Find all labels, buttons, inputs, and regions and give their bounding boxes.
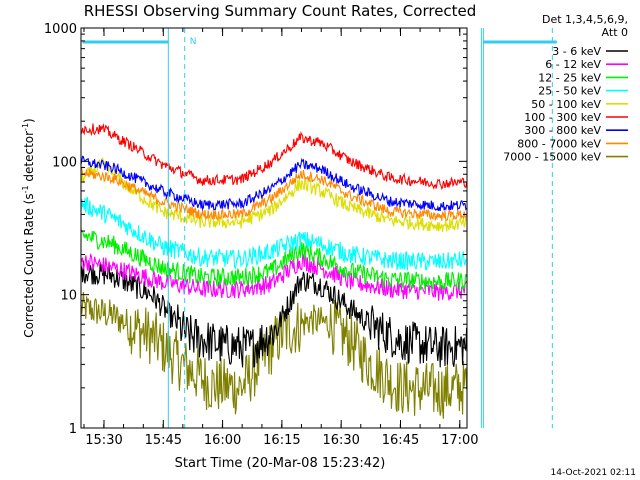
legend-label-8: 800 - 7000 keV (517, 137, 601, 150)
x-axis: 15:30 15:45 16:00 16:15 16:30 16:45 17:00 (83, 28, 479, 448)
plot-frame (80, 27, 468, 429)
chart-title: RHESSI Observing Summary Count Rates, Co… (84, 2, 477, 20)
y-axis-label-part-2: detector (22, 131, 36, 186)
x-tick-label-6: 16:45 (382, 433, 419, 448)
x-axis-label: Start Time (20-Mar-08 15:23:42) (175, 456, 386, 471)
x-tick-label-3: 16:00 (204, 433, 241, 448)
legend-label-3: 12 - 25 keV (538, 71, 601, 84)
legend-label-6: 100 - 300 keV (524, 111, 601, 124)
x-tick-label-2: 15:45 (145, 433, 182, 448)
series-line-6 (81, 122, 467, 191)
series-line-8 (81, 167, 467, 221)
plot-area: N (81, 28, 557, 428)
series-line-4 (81, 196, 467, 271)
y-tick-label-4: 1000 (44, 22, 77, 37)
y-axis-label-part-1: Corrected Count Rate (s (22, 193, 36, 337)
x-tick-label-5: 16:30 (322, 433, 359, 448)
y-axis-label-sup-2: -1 (21, 123, 30, 131)
series-line-9 (81, 291, 467, 419)
y-tick-label-1: 1 (69, 422, 77, 437)
series-group (81, 122, 467, 419)
timestamp: 14-Oct-2021 02:11 (551, 468, 636, 478)
y-axis: 1 10 100 1000 (44, 22, 467, 437)
legend-header-line-2: Att 0 (602, 26, 628, 39)
legend-label-5: 50 - 100 keV (531, 98, 601, 111)
x-tick-label-1: 15:30 (85, 433, 122, 448)
series-line-5 (81, 157, 467, 233)
y-tick-label-2: 10 (60, 289, 77, 304)
series-line-2 (81, 253, 467, 301)
y-axis-label-sup-1: -1 (21, 185, 30, 193)
legend-label-2: 6 - 12 keV (545, 58, 601, 71)
night-flag-label: N (190, 37, 197, 47)
x-tick-label-4: 16:15 (263, 433, 300, 448)
series-line-7 (81, 155, 467, 212)
legend-label-1: 3 - 6 keV (552, 45, 601, 58)
legend-label-4: 25 - 50 keV (538, 85, 601, 98)
series-line-3 (81, 229, 467, 291)
y-tick-label-3: 100 (52, 155, 77, 170)
legend-label-7: 300 - 800 keV (524, 124, 601, 137)
y-axis-label-part-3: ) (22, 118, 36, 123)
series-line-1 (81, 260, 467, 368)
y-axis-label: Corrected Count Rate (s-1 detector-1) (21, 118, 36, 337)
legend-label-9: 7000 - 15000 keV (503, 151, 601, 164)
x-tick-label-7: 17:00 (441, 433, 478, 448)
legend-header-line-1: Det 1,3,4,5,6,9, (542, 13, 628, 26)
